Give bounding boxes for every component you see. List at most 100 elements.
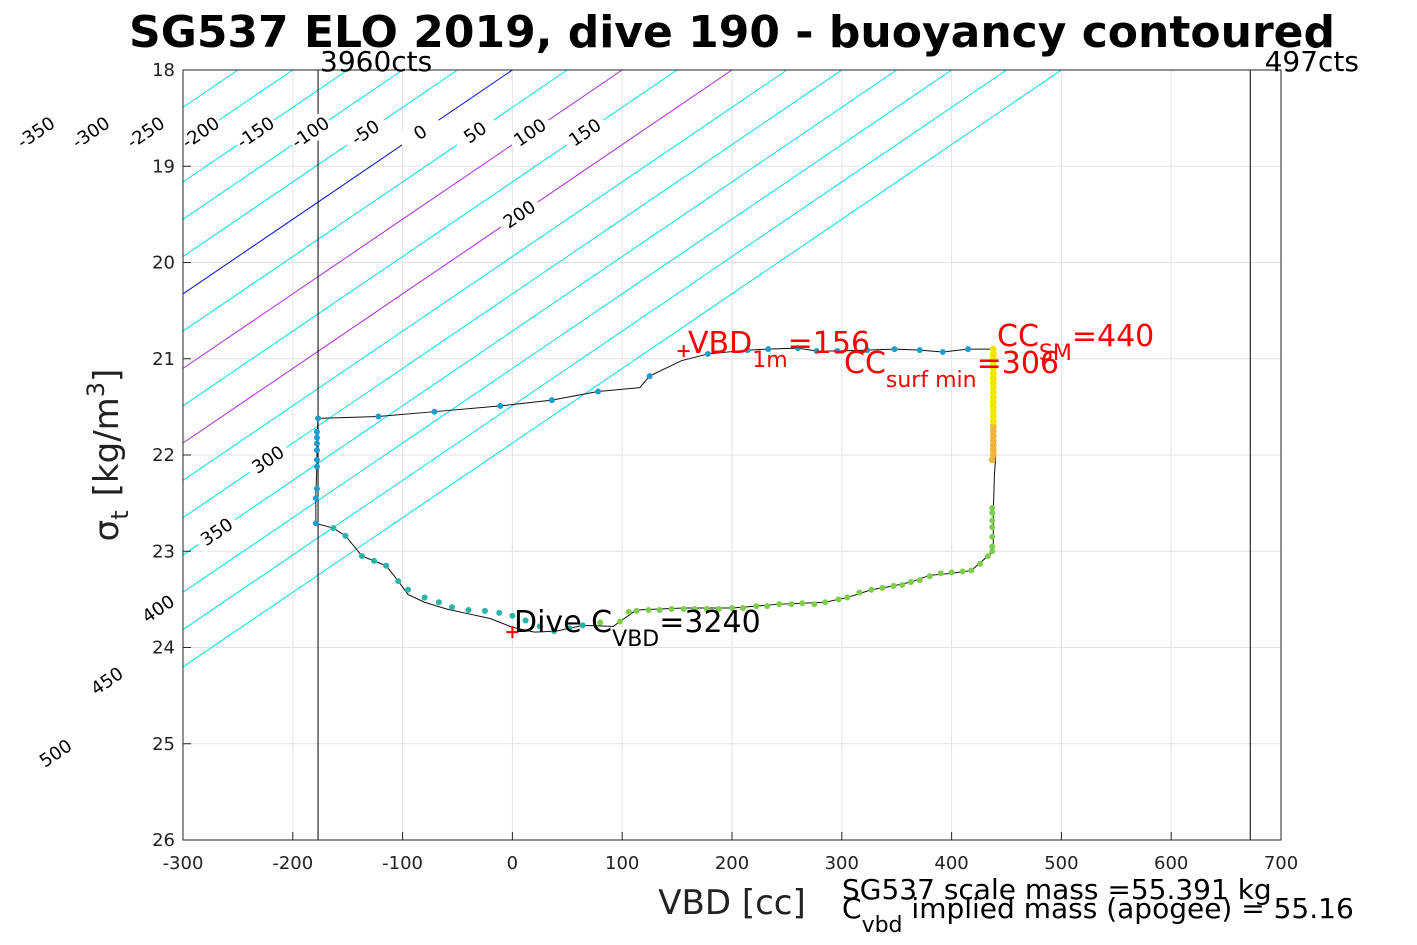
dive-point-yellow	[989, 350, 997, 358]
dive-point-blue	[939, 349, 946, 356]
contour-label-right-bg	[243, 438, 293, 482]
contour-line-cyan	[0, 70, 18, 840]
dive-point-teal	[449, 604, 456, 611]
dive-point-green	[703, 606, 710, 612]
contour-line-cyan	[183, 70, 952, 593]
contour-line-cyan	[183, 70, 1007, 631]
dive-point-yellow	[989, 374, 997, 382]
contour-line-zero	[183, 70, 513, 295]
contour-label-top-bg	[231, 111, 281, 155]
contour-line-cyan	[183, 70, 568, 332]
dive-point-blue	[891, 346, 898, 353]
dive-point-green	[959, 568, 966, 575]
annotation-vbd-1m: VBD1m=156	[688, 326, 870, 373]
x-tick-label: -300	[163, 853, 204, 874]
dive-point-green	[715, 606, 722, 612]
dive-point-blue	[704, 350, 711, 357]
dive-point-blue	[646, 373, 653, 380]
dive-point-yellow	[989, 413, 997, 420]
dive-point-yellow	[989, 451, 997, 459]
dive-point-blue	[431, 408, 438, 415]
dive-point-yellow	[989, 432, 997, 440]
x-tick-label: -100	[382, 853, 423, 874]
y-tick-label: 21	[152, 349, 175, 370]
dive-point-green	[989, 524, 996, 531]
x-tick-label: 200	[715, 853, 749, 874]
annotation-cc-sm-sub: SM	[1039, 341, 1072, 366]
chart-title: SG537 ELO 2019, dive 190 - buoyancy cont…	[129, 7, 1335, 58]
dive-point-blue	[313, 428, 320, 435]
dive-point-teal	[566, 625, 573, 632]
dive-point-green	[645, 606, 652, 613]
dive-point-blue	[916, 347, 923, 354]
annotation-cc-surf-min: CCsurf min=306	[844, 346, 1059, 393]
dive-point-green	[625, 608, 632, 615]
dive-point-green	[617, 618, 624, 625]
dive-point-blue	[864, 347, 871, 354]
dive-point-teal	[383, 562, 390, 569]
annotation-dive-c-value: =3240	[659, 605, 760, 640]
contour-line-cyan	[183, 70, 1062, 668]
footer-scale-mass: SG537 scale mass =55.391 kg	[842, 873, 1272, 906]
contour-line-cyan	[183, 70, 403, 220]
dive-point-blue	[765, 346, 772, 353]
contour-line-cyan	[183, 70, 788, 481]
y-tick-label: 26	[152, 830, 175, 851]
dive-point-green	[633, 607, 640, 614]
dive-point-yellow	[989, 441, 997, 449]
dive-point-green	[937, 570, 944, 577]
dive-point-green	[868, 586, 875, 593]
annotation-cc-sm-value: =440	[1072, 319, 1154, 354]
annotation-dive-c-main: Dive C	[514, 605, 612, 640]
dive-point-green	[822, 599, 829, 606]
contour-label-top-bg	[341, 111, 390, 155]
dive-point-yellow	[989, 417, 997, 425]
contour-line-cyan	[183, 70, 678, 407]
x-tick-label: 500	[1044, 853, 1078, 874]
dive-point-blue	[312, 495, 319, 502]
contour-label-right-bg	[495, 192, 544, 236]
dive-point-green	[729, 605, 735, 612]
dive-point-yellow	[989, 422, 997, 430]
annotation-vbd-1m-main: VBD	[688, 326, 752, 361]
dive-point-blue	[548, 397, 555, 404]
dive-point-green	[890, 582, 897, 589]
contour-line-cyan	[0, 70, 73, 840]
footer-c-sub: vbd	[862, 913, 903, 938]
dive-point-blue	[834, 348, 841, 355]
annotation-cc-surf-min-value: =306	[977, 346, 1059, 381]
contour-line-cyan	[183, 70, 458, 258]
dive-point-green	[856, 589, 863, 596]
dive-point-yellow	[989, 437, 997, 444]
dive-point-yellow	[989, 345, 997, 353]
dive-point-green	[788, 601, 795, 608]
dive-point-green	[977, 560, 984, 567]
contour-label-top-bg	[176, 111, 226, 155]
contour-label-top-bg	[0, 111, 6, 155]
dive-point-green	[984, 553, 991, 560]
count-lines	[317, 70, 1251, 840]
dive-point-blue	[313, 463, 320, 470]
dive-point-blue	[313, 440, 320, 447]
contour-label-right-bg	[82, 659, 132, 703]
contour-line-magenta	[183, 70, 623, 370]
dive-point-teal	[579, 622, 586, 629]
dive-point-yellow	[989, 446, 997, 454]
dive-point-blue	[595, 388, 602, 395]
x-tick-label: 100	[605, 853, 639, 874]
annotation-vbd-1m-value: =156	[788, 326, 870, 361]
dive-point-green	[989, 533, 996, 540]
dive-point-blue	[315, 415, 322, 422]
dive-point-green	[926, 573, 933, 580]
contour-label-top-bg	[121, 111, 171, 155]
y-tick-label: 19	[152, 156, 175, 177]
dive-point-green	[680, 606, 687, 612]
dive-point-teal	[536, 623, 543, 630]
y-axis-label-sup: 3	[82, 382, 110, 397]
dive-point-green	[656, 606, 663, 613]
contour-label-top-bg	[450, 111, 500, 155]
dive-point-yellow	[989, 355, 997, 363]
dive-point-teal	[465, 606, 472, 613]
dive-point-blue	[744, 347, 751, 354]
x-tick-label: 400	[934, 853, 968, 874]
